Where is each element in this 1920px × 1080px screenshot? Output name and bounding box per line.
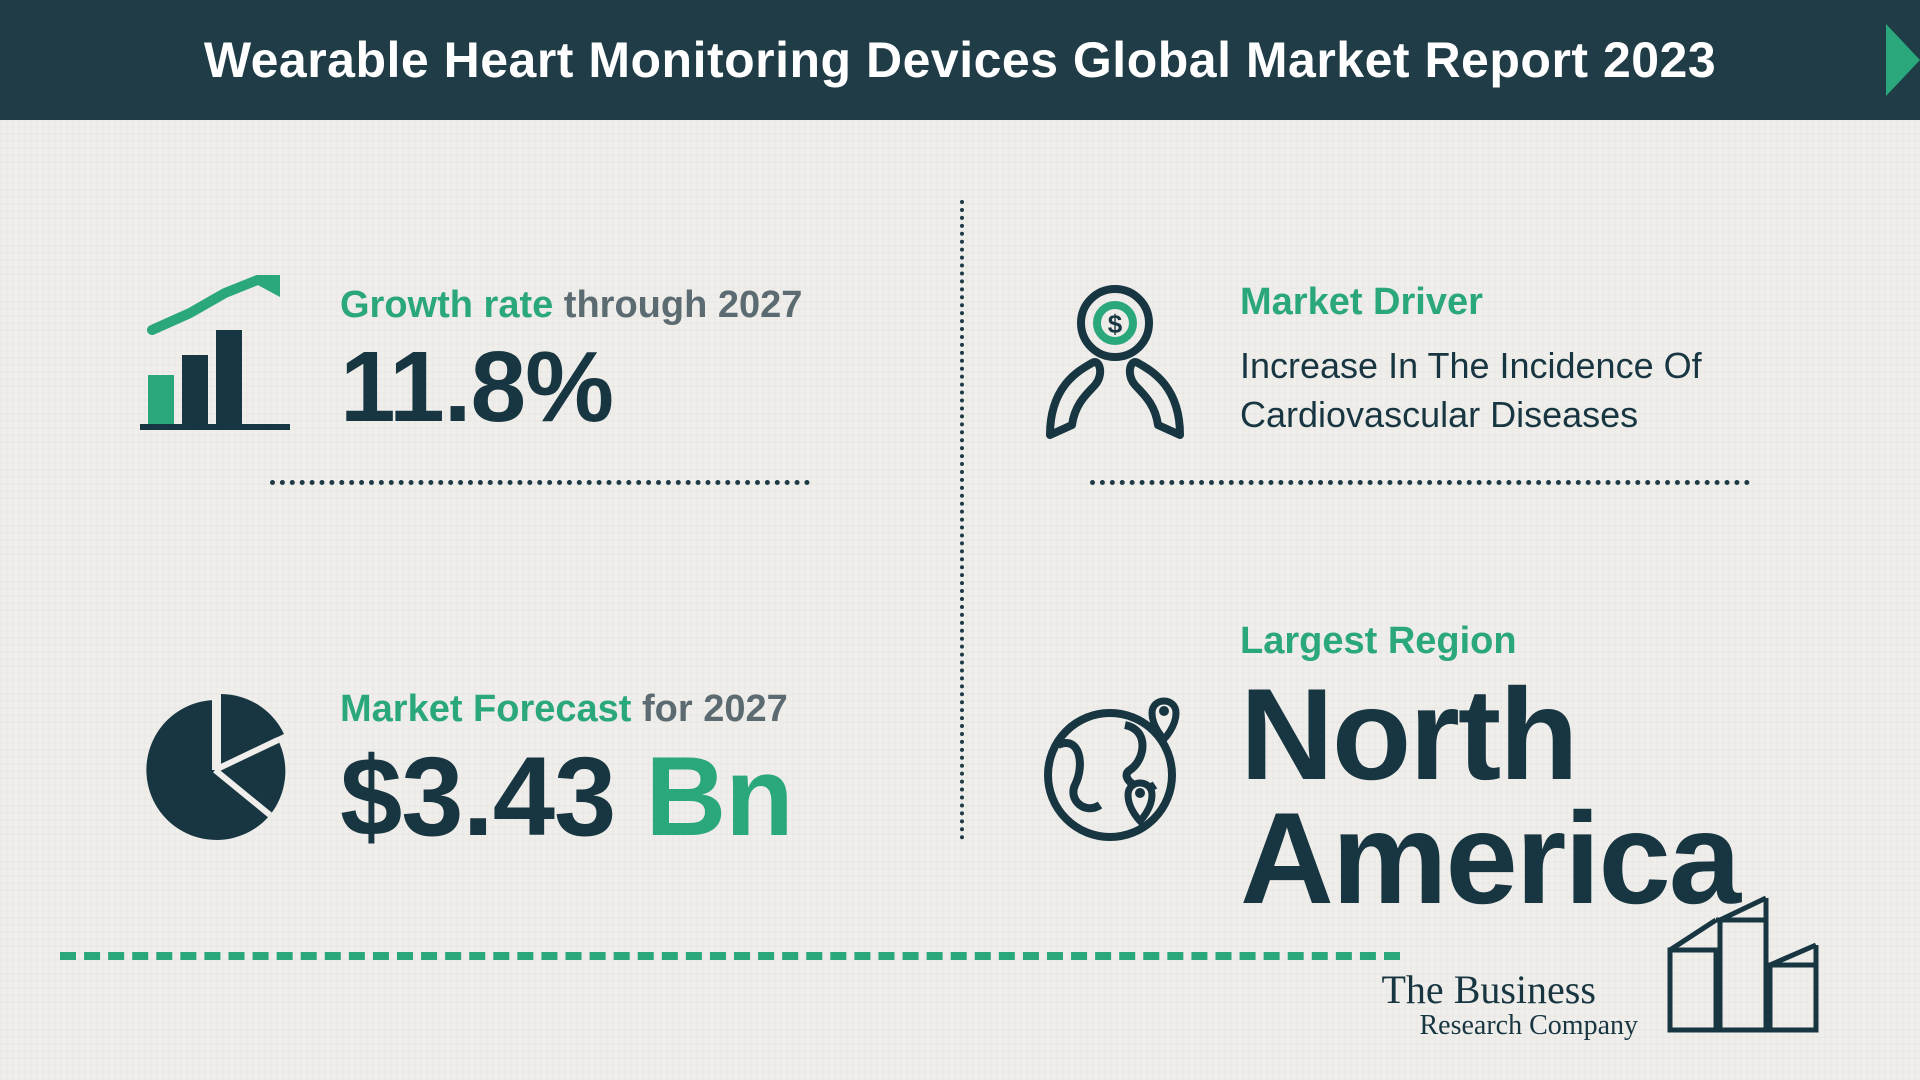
driver-cell: $ Market Driver Increase In The Incidenc… <box>1010 170 1810 550</box>
svg-text:$: $ <box>1108 309 1123 339</box>
driver-body: Increase In The Incidence Of Cardiovascu… <box>1240 342 1790 439</box>
company-logo: The Business Research Company <box>1382 890 1831 1040</box>
logo-line-2: Research Company <box>1420 1011 1639 1040</box>
growth-cell: Growth rate through 2027 11.8% <box>110 170 910 550</box>
growth-label-green: Growth rate <box>340 284 553 326</box>
growth-chart-icon <box>130 275 300 445</box>
forecast-value-dark: $3.43 <box>340 734 615 859</box>
logo-text: The Business Research Company <box>1382 969 1639 1040</box>
content-grid: Growth rate through 2027 11.8% $ Market … <box>110 170 1810 960</box>
region-label: Largest Region <box>1240 620 1790 663</box>
growth-value: 11.8% <box>340 337 890 437</box>
logo-buildings-icon <box>1660 890 1830 1040</box>
forecast-value: $3.43 Bn <box>340 741 890 853</box>
forecast-label-rest: for 2027 <box>631 688 787 730</box>
growth-label-rest: through 2027 <box>553 284 802 326</box>
region-value: NorthAmerica <box>1240 673 1790 920</box>
pie-chart-icon <box>130 685 300 855</box>
footer-divider <box>60 952 1400 960</box>
forecast-cell: Market Forecast for 2027 $3.43 Bn <box>110 580 910 960</box>
header-arrow-icon <box>1886 24 1920 96</box>
forecast-label-green: Market Forecast <box>340 688 631 730</box>
driver-label: Market Driver <box>1240 281 1790 324</box>
forecast-value-green: Bn <box>615 734 792 859</box>
hands-coin-icon: $ <box>1030 275 1200 445</box>
logo-line-1: The Business <box>1382 969 1639 1011</box>
globe-pin-icon <box>1030 685 1200 855</box>
growth-label: Growth rate through 2027 <box>340 284 890 327</box>
forecast-label: Market Forecast for 2027 <box>340 688 890 731</box>
page-title: Wearable Heart Monitoring Devices Global… <box>204 31 1716 89</box>
